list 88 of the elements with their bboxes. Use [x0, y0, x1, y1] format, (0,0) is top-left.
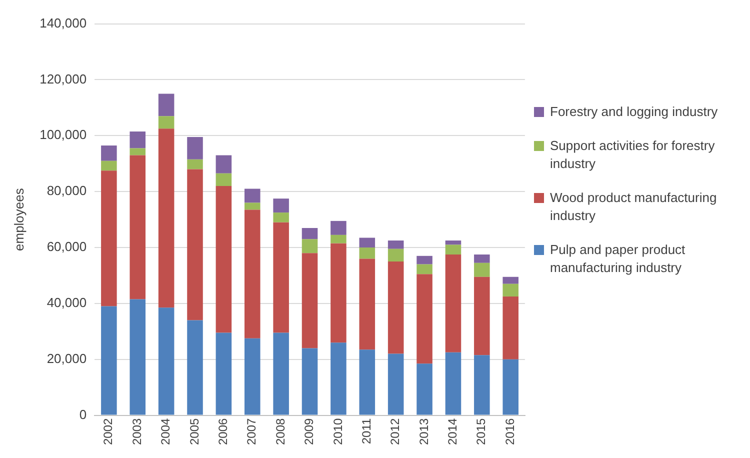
y-tick-label: 40,000: [46, 295, 87, 310]
bar: [474, 262, 490, 277]
bar: [502, 296, 518, 360]
y-tick-label: 100,000: [40, 127, 87, 142]
bar: [244, 202, 260, 210]
bar: [187, 320, 203, 415]
bar: [330, 234, 346, 244]
bar: [216, 186, 232, 333]
bar: [502, 359, 518, 415]
bar: [416, 364, 432, 415]
bar: [130, 131, 146, 148]
x-tick-label: 2006: [216, 418, 230, 446]
bar: [216, 332, 232, 415]
bar: [244, 188, 260, 203]
bar: [416, 274, 432, 364]
bar: [330, 342, 346, 415]
x-tick-label: 2005: [187, 418, 202, 446]
x-tick-label: 2013: [416, 418, 431, 446]
y-tick-label: 0: [79, 406, 87, 422]
bar: [101, 306, 117, 415]
x-tick-label: 2010: [330, 418, 345, 446]
bar: [359, 258, 376, 350]
bar: [187, 159, 203, 170]
bar: [474, 276, 490, 356]
bar: [445, 244, 462, 255]
x-tick-label: 2008: [273, 418, 288, 446]
bar: [101, 160, 117, 171]
y-axis-title: employees: [11, 188, 26, 251]
bar: [273, 222, 289, 333]
bar: [273, 332, 289, 415]
bar: [158, 116, 174, 129]
bar: [273, 212, 289, 222]
bar: [330, 243, 346, 343]
bar: [359, 248, 376, 259]
bar: [187, 169, 203, 320]
bar: [130, 299, 146, 415]
y-tick-label: 60,000: [46, 239, 87, 254]
x-tick-label: 2014: [446, 418, 460, 446]
bar: [244, 210, 260, 338]
bar: [302, 239, 318, 254]
bar: [130, 155, 146, 300]
y-tick-label: 80,000: [46, 183, 87, 198]
bar: [130, 148, 146, 156]
y-tick-label: 20,000: [46, 350, 87, 366]
bar: [101, 170, 117, 306]
bar: [273, 198, 289, 213]
bar: [502, 284, 518, 296]
x-tick-label: 2004: [158, 418, 173, 446]
x-tick-label: 2012: [388, 418, 402, 446]
legend-label: Support activities for forestry industry: [550, 137, 716, 173]
bar: [388, 248, 404, 262]
bar: [101, 145, 117, 161]
bar: [359, 238, 376, 248]
x-tick-label: 2007: [244, 418, 259, 446]
legend-label: Pulp and paper product manufacturing industry: [550, 241, 686, 277]
x-tick-label: 2011: [359, 418, 374, 444]
bar: [158, 128, 174, 308]
bar: [359, 350, 376, 415]
bar: [302, 348, 318, 415]
x-tick-label: 2009: [302, 418, 316, 446]
x-tick-label: 2016: [502, 418, 517, 446]
bar: [187, 137, 203, 160]
bar: [388, 354, 404, 415]
bar: [158, 94, 174, 116]
bar: [474, 355, 490, 415]
bar: [445, 240, 462, 245]
bar: [216, 155, 232, 174]
bar: [244, 338, 260, 415]
bar: [330, 220, 346, 235]
x-tick-label: 2015: [474, 418, 488, 446]
bar: [502, 276, 518, 284]
y-tick-label: 120,000: [40, 71, 87, 86]
legend-label: Wood product manufacturing industry: [550, 189, 718, 225]
bar: [416, 264, 432, 274]
bar: [216, 173, 232, 186]
bar: [445, 254, 462, 352]
y-tick-label: 140,000: [40, 15, 87, 30]
bar: [416, 256, 432, 264]
legend-label: Forestry and logging industry: [550, 103, 718, 121]
bar: [158, 308, 174, 415]
bar: [302, 228, 318, 240]
bar: [474, 254, 490, 263]
x-tick-label: 2002: [101, 418, 116, 446]
bar: [388, 262, 404, 354]
x-tick-label: 2003: [130, 418, 144, 446]
bar: [445, 352, 462, 415]
bar: [388, 240, 404, 249]
bar: [302, 253, 318, 348]
